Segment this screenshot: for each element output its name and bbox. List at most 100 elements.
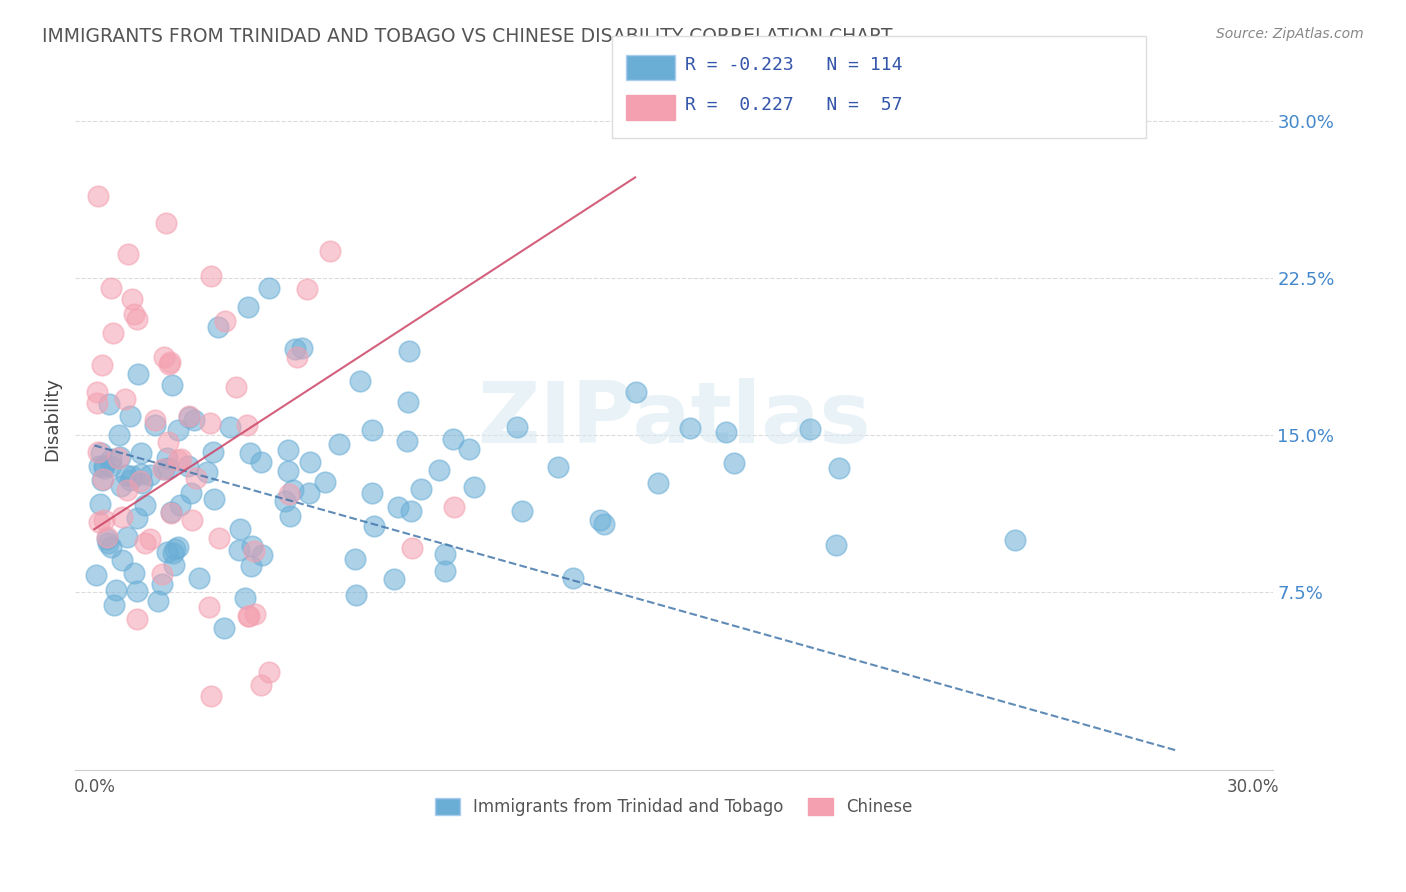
Point: [101, 326, 124, 340]
Point: [183, 413, 205, 427]
Point: [87, 445, 110, 459]
Point: [198, 416, 221, 430]
Point: [277, 442, 299, 457]
Point: [100, 452, 122, 467]
Point: [236, 609, 259, 624]
Text: ZIPatlas: ZIPatlas: [477, 377, 870, 461]
Point: [87, 458, 110, 473]
Point: [212, 621, 235, 635]
Point: [1004, 533, 1026, 547]
Point: [107, 451, 129, 466]
Point: [228, 543, 250, 558]
Point: [434, 564, 457, 578]
Point: [156, 545, 179, 559]
Point: [679, 420, 702, 434]
Point: [278, 509, 301, 524]
Point: [277, 464, 299, 478]
Point: [134, 498, 156, 512]
Point: [233, 591, 256, 606]
Point: [86, 396, 108, 410]
Point: [387, 500, 409, 514]
Point: [240, 558, 263, 573]
Point: [278, 486, 301, 500]
Point: [115, 530, 138, 544]
Point: [110, 450, 132, 464]
Point: [156, 461, 179, 475]
Point: [111, 553, 134, 567]
Point: [91, 359, 114, 373]
Point: [799, 422, 821, 436]
Point: [281, 483, 304, 497]
Point: [284, 342, 307, 356]
Point: [187, 571, 209, 585]
Point: [298, 455, 321, 469]
Point: [401, 541, 423, 556]
Point: [458, 442, 481, 456]
Point: [115, 467, 138, 482]
Point: [238, 608, 260, 623]
Point: [103, 598, 125, 612]
Point: [127, 612, 149, 626]
Point: [120, 409, 142, 424]
Point: [111, 510, 134, 524]
Point: [319, 244, 342, 258]
Point: [274, 494, 297, 508]
Point: [409, 482, 432, 496]
Point: [506, 420, 529, 434]
Point: [195, 465, 218, 479]
Point: [297, 282, 319, 296]
Point: [131, 475, 153, 490]
Point: [153, 462, 176, 476]
Point: [155, 216, 177, 230]
Text: Source: ZipAtlas.com: Source: ZipAtlas.com: [1216, 27, 1364, 41]
Point: [163, 558, 186, 573]
Point: [156, 450, 179, 465]
Point: [463, 480, 485, 494]
Point: [243, 543, 266, 558]
Point: [825, 538, 848, 552]
Point: [169, 452, 191, 467]
Point: [427, 463, 450, 477]
Point: [159, 354, 181, 368]
Point: [114, 392, 136, 407]
Point: [198, 599, 221, 614]
Point: [349, 374, 371, 388]
Point: [159, 358, 181, 372]
Point: [181, 513, 204, 527]
Point: [122, 566, 145, 580]
Point: [589, 513, 612, 527]
Point: [100, 280, 122, 294]
Point: [107, 428, 129, 442]
Point: [86, 384, 108, 399]
Point: [167, 540, 190, 554]
Point: [90, 445, 112, 459]
Point: [167, 423, 190, 437]
Point: [166, 452, 188, 467]
Point: [129, 467, 152, 481]
Point: [97, 396, 120, 410]
Point: [344, 551, 367, 566]
Y-axis label: Disability: Disability: [44, 377, 60, 461]
Point: [547, 460, 569, 475]
Point: [177, 409, 200, 423]
Point: [363, 519, 385, 533]
Text: IMMIGRANTS FROM TRINIDAD AND TOBAGO VS CHINESE DISABILITY CORRELATION CHART: IMMIGRANTS FROM TRINIDAD AND TOBAGO VS C…: [42, 27, 893, 45]
Point: [153, 350, 176, 364]
Point: [121, 469, 143, 483]
Point: [93, 513, 115, 527]
Point: [122, 307, 145, 321]
Point: [208, 531, 231, 545]
Point: [127, 511, 149, 525]
Point: [93, 458, 115, 473]
Point: [160, 507, 183, 521]
Point: [163, 542, 186, 557]
Point: [214, 313, 236, 327]
Point: [382, 572, 405, 586]
Point: [291, 341, 314, 355]
Point: [361, 486, 384, 500]
Point: [121, 292, 143, 306]
Point: [125, 584, 148, 599]
Point: [360, 423, 382, 437]
Point: [236, 300, 259, 314]
Point: [219, 419, 242, 434]
